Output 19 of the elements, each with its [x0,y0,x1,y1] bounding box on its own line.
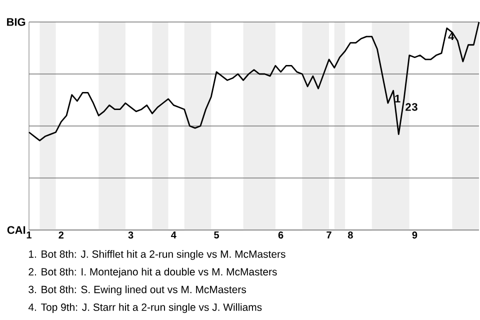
annotation: 4 [448,32,454,40]
x-tick-label: 9 [412,232,418,239]
annotation: 1 [395,94,400,102]
text: 4. Top 9th: J. Starr hit a 2-run single vs J. Williams [28,303,262,313]
x-tick-label: 3 [128,232,134,239]
annotation: 3 [412,103,418,111]
text: 2. Bot 8th: I. Montejano hit a double vs M. McMasters [28,268,277,278]
x-tick-label: 8 [348,232,353,239]
text: 1. Bot 8th: J. Shifflet hit a 2-run single vs M. McMasters [28,250,286,260]
x-tick-label: 6 [278,232,284,239]
x-tick-label: 2 [58,232,64,238]
x-tick-label: 1 [26,232,32,238]
annotation: 2 [406,103,411,111]
x-tick-label: 7 [326,232,332,238]
text: 3. Bot 8th: S. Ewing lined out vs M. McMasters [28,286,246,296]
text: BIG [7,18,26,26]
text: CAI [7,226,26,234]
x-tick-label: 4 [171,232,176,238]
x-tick-label: 5 [214,232,219,238]
